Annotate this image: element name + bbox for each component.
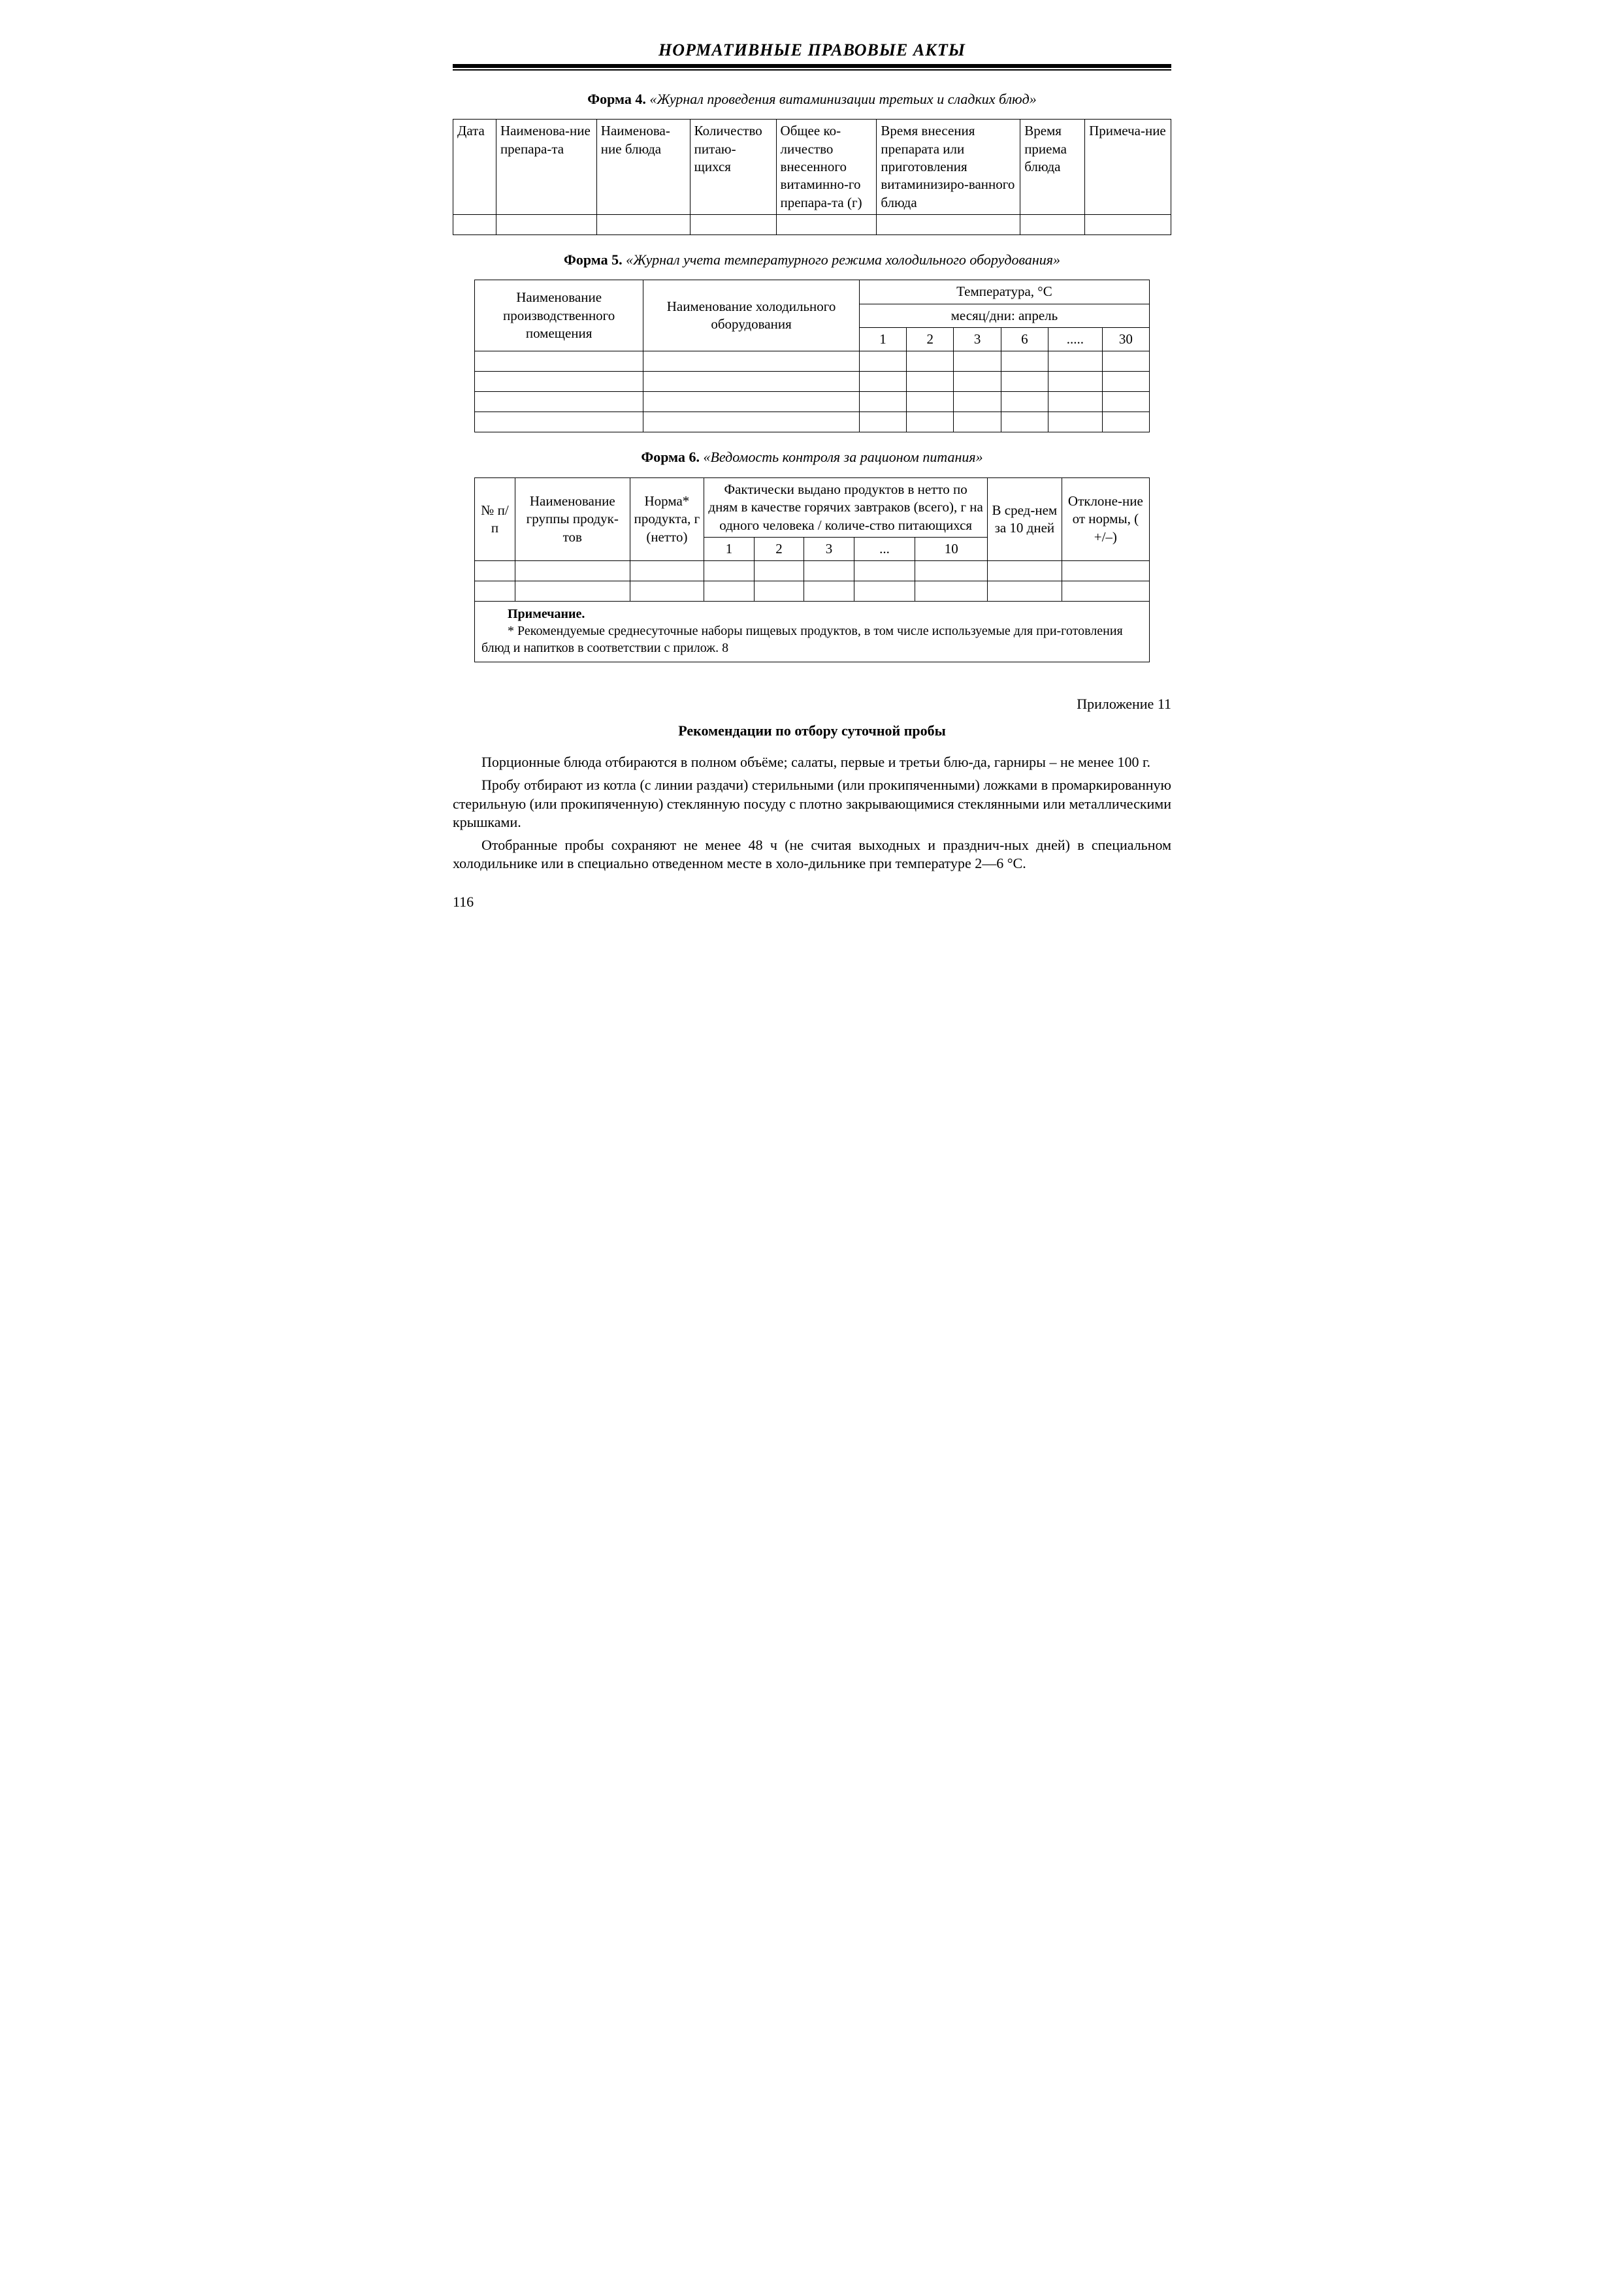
form6-empty-2 xyxy=(475,581,1150,602)
form6-c2: Наименование группы продук-тов xyxy=(515,477,630,560)
section-header: НОРМАТИВНЫЕ ПРАВОВЫЕ АКТЫ xyxy=(453,39,1171,61)
form4-col-note: Примеча-ние xyxy=(1085,120,1171,214)
form5-day-30: 30 xyxy=(1102,328,1149,351)
form5-row1: Наименование производственного помещения… xyxy=(475,280,1150,304)
form6-caption: Форма 6. «Ведомость контроля за рационом… xyxy=(453,448,1171,467)
form6-note: Примечание. * Рекомендуемые среднесуточн… xyxy=(474,602,1150,662)
body-text: Порционные блюда отбираются в полном объ… xyxy=(453,753,1171,873)
form5-empty-3 xyxy=(475,392,1150,412)
form5-month: месяц/дни: апрель xyxy=(859,304,1149,327)
form5-day-dots: ..... xyxy=(1048,328,1103,351)
form6-day-3: 3 xyxy=(804,537,854,560)
form6-day-2: 2 xyxy=(754,537,804,560)
form5-label: Форма 5. xyxy=(564,251,623,268)
form5-empty-1 xyxy=(475,351,1150,372)
form5-day-1: 1 xyxy=(859,328,906,351)
form6-title: «Ведомость контроля за рационом питания» xyxy=(703,449,983,465)
form5-day-3: 3 xyxy=(954,328,1001,351)
form6-day-dots: ... xyxy=(854,537,915,560)
form4-header-row: Дата Наименова-ние препара-та Наименова-… xyxy=(453,120,1171,214)
form6-c3: Норма* продукта, г (нетто) xyxy=(630,477,704,560)
form6-day-10: 10 xyxy=(915,537,988,560)
form4-col-time2: Время приема блюда xyxy=(1020,120,1085,214)
form6-day-1: 1 xyxy=(704,537,755,560)
form5-table: Наименование производственного помещения… xyxy=(474,280,1150,432)
form4-table: Дата Наименова-ние препара-та Наименова-… xyxy=(453,119,1171,234)
appendix-label: Приложение 11 xyxy=(453,695,1171,714)
paragraph-3: Отобранные пробы сохраняют не менее 48 ч… xyxy=(453,836,1171,873)
header-rule xyxy=(453,64,1171,71)
form4-col-total: Общее ко-личество внесенного витаминно-г… xyxy=(776,120,877,214)
form4-col-date: Дата xyxy=(453,120,496,214)
form6-c4: Фактически выдано продуктов в нетто по д… xyxy=(704,477,988,537)
form6-empty-1 xyxy=(475,561,1150,581)
form5-day-6: 6 xyxy=(1001,328,1048,351)
form6-header-row1: № п/п Наименование группы продук-тов Нор… xyxy=(475,477,1150,537)
paragraph-1: Порционные блюда отбираются в полном объ… xyxy=(453,753,1171,772)
recommendations-title: Рекомендации по отбору суточной пробы xyxy=(453,722,1171,741)
form5-temp: Температура, °С xyxy=(859,280,1149,304)
form5-col1: Наименование производственного помещения xyxy=(475,280,643,351)
form4-title: «Журнал проведения витаминизации третьих… xyxy=(649,91,1036,107)
form4-col-dish: Наименова-ние блюда xyxy=(596,120,690,214)
page-number: 116 xyxy=(453,893,1171,912)
form4-col-count: Количество питаю-щихся xyxy=(690,120,776,214)
form4-empty-row xyxy=(453,214,1171,234)
form6-c5: В сред-нем за 10 дней xyxy=(988,477,1062,560)
form5-empty-2 xyxy=(475,372,1150,392)
paragraph-2: Пробу отбирают из котла (с линии раздачи… xyxy=(453,776,1171,832)
form5-caption: Форма 5. «Журнал учета температурного ре… xyxy=(453,251,1171,270)
page: НОРМАТИВНЫЕ ПРАВОВЫЕ АКТЫ Форма 4. «Журн… xyxy=(453,39,1171,911)
form6-c6: Отклоне-ние от нормы, ( +/–) xyxy=(1062,477,1149,560)
form4-col-drug: Наименова-ние препара-та xyxy=(496,120,596,214)
form6-c1: № п/п xyxy=(475,477,515,560)
form5-title: «Журнал учета температурного режима холо… xyxy=(626,251,1060,268)
form6-label: Форма 6. xyxy=(641,449,700,465)
form4-caption: Форма 4. «Журнал проведения витаминизаци… xyxy=(453,90,1171,109)
form6-note-text: * Рекомендуемые среднесуточные наборы пи… xyxy=(481,622,1143,656)
form5-day-2: 2 xyxy=(907,328,954,351)
form5-empty-4 xyxy=(475,412,1150,432)
form4-col-time1: Время внесения препарата или приготовлен… xyxy=(877,120,1020,214)
form4-label: Форма 4. xyxy=(587,91,646,107)
form6-table: № п/п Наименование группы продук-тов Нор… xyxy=(474,477,1150,602)
form5-col2: Наименование холодильного оборудования xyxy=(643,280,860,351)
form6-note-label: Примечание. xyxy=(508,607,585,621)
